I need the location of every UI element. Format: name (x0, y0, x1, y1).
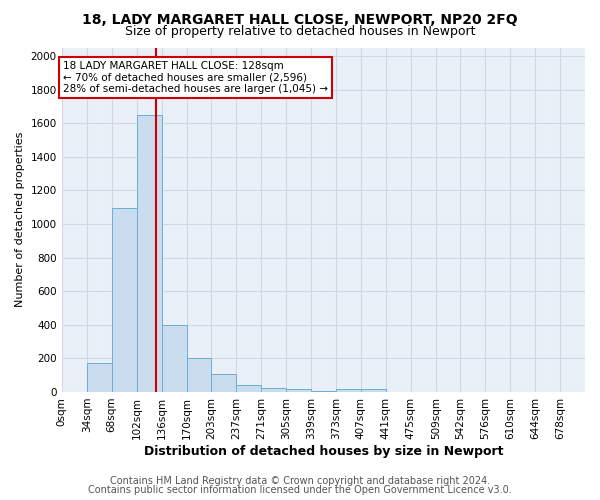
Bar (86, 364, 112, 392)
Text: Contains HM Land Registry data © Crown copyright and database right 2024.: Contains HM Land Registry data © Crown c… (110, 476, 490, 486)
X-axis label: Distribution of detached houses by size in Newport: Distribution of detached houses by size … (143, 444, 503, 458)
Bar (286, 390, 311, 392)
Bar (112, 208, 137, 392)
Bar (336, 388, 361, 392)
Bar (211, 374, 236, 392)
Text: 18, LADY MARGARET HALL CLOSE, NEWPORT, NP20 2FQ: 18, LADY MARGARET HALL CLOSE, NEWPORT, N… (82, 12, 518, 26)
Y-axis label: Number of detached properties: Number of detached properties (15, 132, 25, 308)
Bar (161, 324, 187, 392)
Bar (137, 114, 161, 392)
Bar (187, 358, 211, 392)
Bar (236, 385, 261, 392)
Text: Contains public sector information licensed under the Open Government Licence v3: Contains public sector information licen… (88, 485, 512, 495)
Bar (361, 390, 386, 392)
Text: Size of property relative to detached houses in Newport: Size of property relative to detached ho… (125, 25, 475, 38)
Bar (261, 388, 286, 392)
Bar (311, 390, 336, 392)
Text: 18 LADY MARGARET HALL CLOSE: 128sqm
← 70% of detached houses are smaller (2,596): 18 LADY MARGARET HALL CLOSE: 128sqm ← 70… (63, 61, 328, 94)
